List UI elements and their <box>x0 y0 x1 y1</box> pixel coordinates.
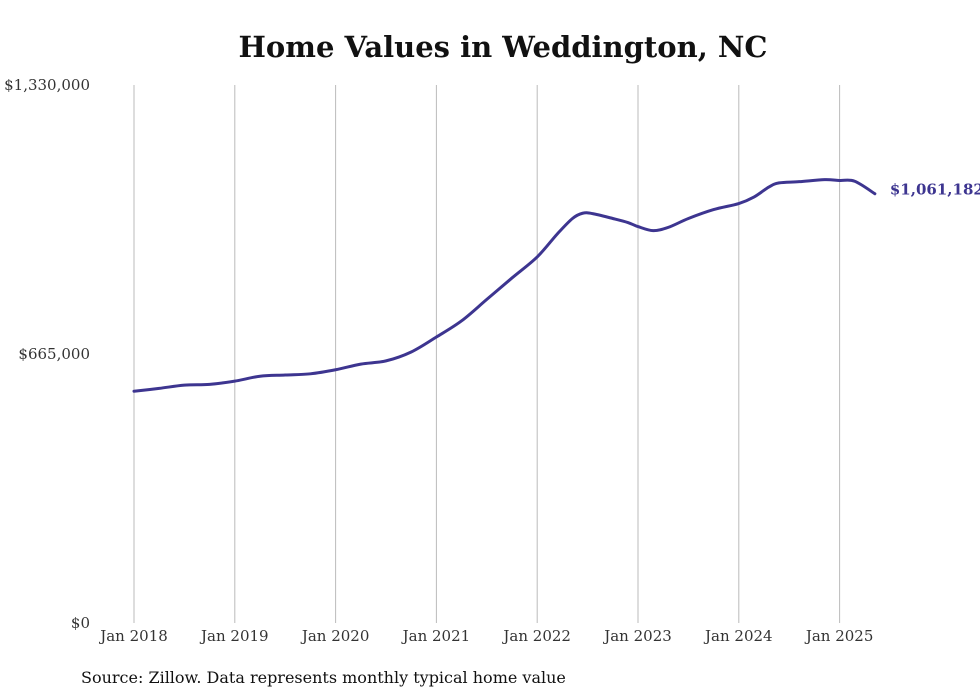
x-tick-label: Jan 2019 <box>199 627 269 645</box>
gridlines <box>133 85 841 623</box>
x-tick-label: Jan 2020 <box>300 627 370 645</box>
chart-title: Home Values in Weddington, NC <box>238 30 768 64</box>
x-tick-label: Jan 2024 <box>703 627 773 645</box>
x-tick-label: Jan 2025 <box>804 627 874 645</box>
y-tick-label: $0 <box>71 614 90 632</box>
x-tick-label: Jan 2023 <box>602 627 672 645</box>
source-note: Source: Zillow. Data represents monthly … <box>81 668 566 687</box>
y-tick-label: $665,000 <box>18 345 90 363</box>
series-line <box>132 178 877 393</box>
y-tick-label: $1,330,000 <box>4 76 90 94</box>
x-tick-label: Jan 2018 <box>98 627 168 645</box>
x-tick-label: Jan 2022 <box>501 627 571 645</box>
y-axis-labels: $0 $665,000 $1,330,000 <box>4 76 90 632</box>
x-tick-label: Jan 2021 <box>401 627 471 645</box>
end-value-label: $1,061,182 <box>890 181 980 199</box>
x-axis-labels: Jan 2018 Jan 2019 Jan 2020 Jan 2021 Jan 2022… <box>98 627 873 645</box>
